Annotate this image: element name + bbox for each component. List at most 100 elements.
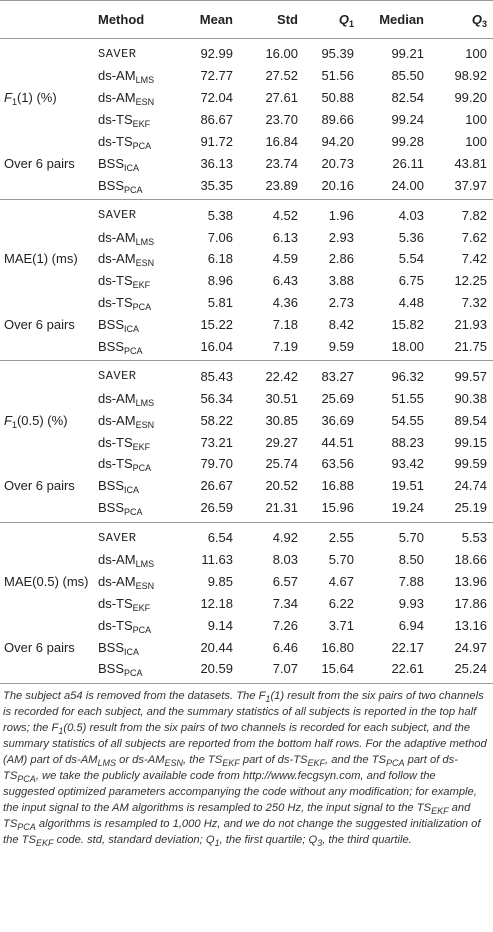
method-cell: ds-AMLMS	[98, 68, 155, 86]
value-cell: 30.85	[265, 412, 298, 428]
value-cell: 12.25	[454, 273, 487, 289]
value-cell: 26.59	[178, 496, 239, 523]
method-cell: ds-AMLMS	[98, 390, 155, 408]
value-cell: 8.03	[272, 552, 298, 568]
table-row: ds-AMLMS 72.77 27.52 51.56 85.50 98.92	[0, 65, 493, 87]
value-cell: 7.42	[461, 251, 487, 267]
value-cell: 13.16	[454, 617, 487, 633]
table-row: ds-AMLMS 11.63 8.03 5.70 8.50 18.66	[0, 549, 493, 571]
table-row: BSSPCA 16.04 7.19 9.59 18.00 21.75	[0, 335, 493, 362]
method-cell: ds-TSEKF	[98, 112, 151, 130]
value-cell: 63.56	[321, 456, 354, 472]
value-cell: 99.20	[454, 90, 487, 106]
value-cell: 54.55	[391, 412, 424, 428]
value-cell: 37.97	[430, 174, 493, 201]
value-cell: 23.74	[265, 155, 298, 171]
value-cell: 4.92	[272, 530, 298, 546]
value-cell: 20.16	[304, 174, 360, 201]
value-cell: 1.96	[328, 207, 354, 223]
value-cell: 19.51	[391, 478, 424, 494]
value-cell: 95.39	[321, 46, 354, 62]
value-cell: 27.52	[265, 68, 298, 84]
table-row: Over 6 pairs BSSICA 15.22 7.18 8.42 15.82 21.9…	[0, 314, 493, 336]
value-cell: 7.62	[461, 229, 487, 245]
table-footnote: The subject a54 is removed from the data…	[3, 689, 487, 848]
group-label-cell	[0, 174, 92, 201]
method-cell: ds-AMLMS	[98, 552, 155, 570]
value-cell: 13.96	[454, 573, 487, 589]
value-cell: 9.93	[398, 595, 424, 611]
value-cell: 20.73	[321, 155, 354, 171]
value-cell: 99.59	[454, 456, 487, 472]
value-cell: 100	[465, 112, 487, 128]
value-cell: 6.54	[207, 530, 233, 546]
value-cell: 2.93	[328, 229, 354, 245]
method-cell: ds-TSPCA	[98, 134, 152, 151]
value-cell: 89.54	[454, 412, 487, 428]
header-q3: Q3	[430, 0, 493, 39]
value-cell: 9.14	[207, 617, 233, 633]
value-cell: 25.19	[430, 496, 493, 523]
value-cell: 85.50	[391, 68, 424, 84]
group-label-cell: F1(0.5) (%)	[4, 412, 68, 430]
value-cell: 6.18	[207, 251, 233, 267]
value-cell: 7.07	[239, 658, 304, 684]
value-cell: 72.04	[200, 90, 233, 106]
table-row: ds-TSPCA 91.72 16.84 94.20 99.28 100	[0, 131, 493, 153]
table-row: ds-AMLMS 56.34 30.51 25.69 51.55 90.38	[0, 387, 493, 409]
value-cell: 25.24	[430, 658, 493, 684]
value-cell: 15.22	[200, 317, 233, 333]
value-cell: 22.61	[360, 658, 430, 684]
table-row: F1(0.5) (%) ds-AMESN 58.22 30.85 36.69 54.55 8…	[0, 409, 493, 431]
value-cell: 26.67	[200, 478, 233, 494]
value-cell: 16.80	[321, 639, 354, 655]
group-label-cell	[0, 226, 92, 248]
value-cell: 2.86	[328, 251, 354, 267]
value-cell: 99.24	[391, 112, 424, 128]
table-row: SAVER 5.38 4.52 1.96 4.03 7.82	[0, 200, 493, 226]
table-header: Method Mean Std Q1 Median Q3	[0, 0, 493, 39]
value-cell: 24.00	[360, 174, 430, 201]
value-cell: 25.69	[321, 390, 354, 406]
value-cell: 19.24	[360, 496, 430, 523]
group-label-cell: MAE(1) (ms)	[4, 251, 78, 267]
table-row: BSSPCA 26.59 21.31 15.96 19.24 25.19	[0, 496, 493, 523]
method-cell: ds-TSEKF	[98, 273, 151, 291]
value-cell: 89.66	[321, 112, 354, 128]
group-label-cell	[0, 431, 92, 453]
value-cell: 44.51	[321, 434, 354, 450]
header-std: Std	[239, 0, 304, 39]
value-cell: 85.43	[200, 368, 233, 384]
group-label-cell	[0, 614, 92, 636]
value-cell: 4.36	[272, 295, 298, 311]
method-cell: BSSPCA	[92, 335, 178, 362]
value-cell: 86.67	[200, 112, 233, 128]
table-body: SAVER 92.99 16.00 95.39 99.21 100 ds-AMLMS 72.7…	[0, 39, 493, 684]
group-label-cell	[0, 387, 92, 409]
group-label-cell	[0, 65, 92, 87]
value-cell: 21.75	[430, 335, 493, 362]
value-cell: 2.55	[328, 530, 354, 546]
value-cell: 7.34	[272, 595, 298, 611]
value-cell: 5.53	[461, 530, 487, 546]
table-row: MAE(1) (ms) ds-AMESN 6.18 4.59 2.86 5.54 7.42	[0, 248, 493, 270]
group-label-cell	[0, 522, 92, 548]
value-cell: 23.89	[239, 174, 304, 201]
value-cell: 56.34	[200, 390, 233, 406]
value-cell: 6.75	[398, 273, 424, 289]
group-label-cell: MAE(0.5) (ms)	[4, 573, 89, 589]
value-cell: 16.88	[321, 478, 354, 494]
method-cell: SAVER	[98, 208, 137, 223]
value-cell: 22.17	[391, 639, 424, 655]
group-label-cell: Over 6 pairs	[4, 155, 75, 171]
method-cell: ds-AMLMS	[98, 229, 155, 247]
value-cell: 8.50	[398, 552, 424, 568]
value-cell: 22.42	[265, 368, 298, 384]
value-cell: 5.70	[398, 530, 424, 546]
value-cell: 7.88	[398, 573, 424, 589]
value-cell: 4.48	[398, 295, 424, 311]
group-label-cell: Over 6 pairs	[4, 478, 75, 494]
group-label-cell: Over 6 pairs	[4, 639, 75, 655]
value-cell: 3.71	[328, 617, 354, 633]
